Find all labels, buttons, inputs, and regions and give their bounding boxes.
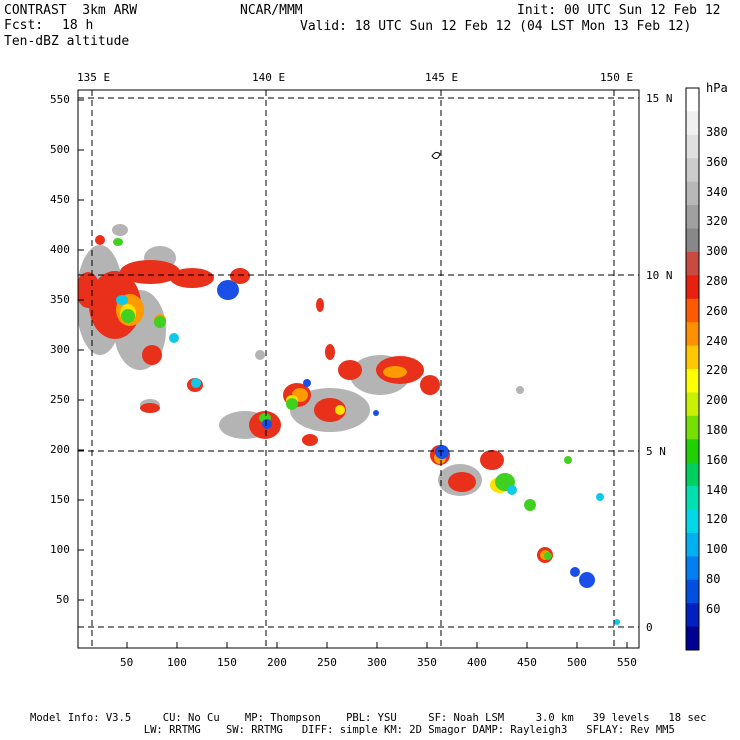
colorbar-label: 360 [706,154,728,169]
colorbar-label: 280 [706,274,728,288]
colorbar-label: 80 [706,572,721,586]
x-tick: 350 [417,656,437,669]
colorbar-label: 120 [706,512,728,527]
lat-label: 0 [646,621,653,634]
y-tick: 500 [50,143,70,156]
x-tick: 400 [467,656,487,669]
y-tick: 550 [50,93,70,106]
blue-echoes [217,280,595,588]
lat-label: 5 N [646,445,666,458]
y-tick: 150 [50,493,70,506]
colorbar-swatch [686,181,699,206]
colorbar-swatch [686,626,699,651]
colorbar-swatch [686,205,699,229]
y-tick: 350 [50,293,70,306]
x-tick: 450 [517,656,537,669]
plot-frame [77,89,640,649]
colorbar-swatch [686,556,699,581]
colorbar-label: 340 [706,184,728,199]
colorbar-swatch [686,298,699,323]
colorbar-swatch [686,603,699,628]
lon-label: 135 E [77,71,111,84]
lon-label: 150 E [600,71,634,84]
colorbar-unit: hPa [706,81,728,95]
colorbar-swatch [686,134,699,159]
colorbar-label: 200 [706,393,728,408]
colorbar-swatch [686,322,699,347]
colorbar [686,88,699,651]
cyan-echoes [116,295,620,625]
colorbar-swatch [686,111,699,136]
x-tick: 550 [617,656,637,669]
colorbar-swatch [686,486,699,510]
colorbar-label: 60 [706,601,721,616]
x-tick: 100 [167,656,187,669]
lon-label: 140 E [252,71,286,84]
colorbar-swatch [686,369,699,393]
colorbar-swatch [686,509,699,534]
colorbar-label: 260 [706,303,728,318]
colorbar-label: 380 [706,125,728,139]
lat-label: 10 N [646,269,673,282]
x-tick: 50 [120,656,134,669]
colorbar-swatch [686,275,699,300]
colorbar-label: 300 [706,244,728,259]
tick-marks [78,99,628,648]
colorbar-label: 220 [706,363,728,378]
x-tick: 200 [267,656,287,669]
colorbar-label: 100 [706,542,728,557]
colorbar-swatch [686,88,699,112]
center-label: NCAR/MMM [240,3,303,18]
y-tick: 100 [50,543,70,556]
y-tick: 50 [56,593,70,606]
colorbar-swatch [686,392,699,417]
colorbar-frame [685,87,700,651]
model-info-line1: Model Info: V3.5 CU: No Cu MP: Thompson … [30,712,707,724]
colorbar-swatch [686,345,699,370]
colorbar-label: 320 [706,214,728,229]
colorbar-swatch [686,439,699,464]
lon-label: 145 E [425,71,459,84]
colorbar-label: 160 [706,452,728,467]
y-tick: 250 [50,393,70,406]
colorbar-swatch [686,579,699,604]
colorbar-swatch [686,251,699,276]
colorbar-label: 180 [706,423,728,437]
colorbar-swatch [686,228,699,253]
x-tick: 300 [367,656,387,669]
lat-label: 15 N [646,92,673,105]
y-tick: 450 [50,193,70,206]
colorbar-swatch [686,415,699,440]
init-time: Init: 00 UTC Sun 12 Feb 12 [517,3,721,18]
x-tick: 150 [217,656,237,669]
field-name: Ten-dBZ altitude [4,34,130,49]
y-tick: 300 [50,343,70,356]
model-info-line2: LW: RRTMG SW: RRTMG DIFF: simple KM: 2D … [30,724,675,736]
model-title: CONTRAST 3km ARW [4,3,138,18]
y-tick: 200 [50,443,70,456]
colorbar-swatch [686,532,699,557]
x-tick: 500 [567,656,587,669]
colorbar-label: 140 [706,482,728,497]
colorbar-swatch [686,158,699,183]
x-tick: 250 [317,656,337,669]
forecast-hours: 18 h [62,18,94,33]
y-tick: 400 [50,243,70,256]
forecast-label: Fcst: [4,18,44,33]
island-outline [431,151,441,159]
valid-time: Valid: 18 UTC Sun 12 Feb 12 (04 LST Mon … [300,19,692,34]
colorbar-label: 240 [706,333,728,348]
colorbar-swatch [686,462,699,487]
echo-layer [78,224,620,625]
lat-lon-grid [78,90,639,648]
